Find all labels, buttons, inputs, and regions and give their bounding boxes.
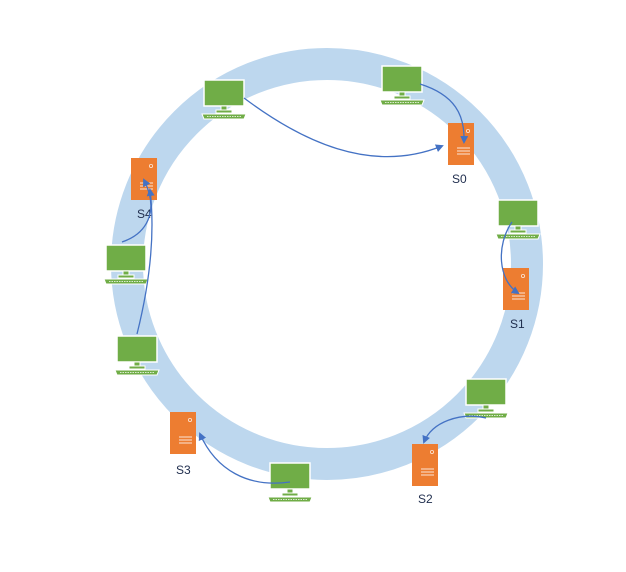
server-icon [130,157,158,201]
server-s1 [502,267,530,311]
server-label-s2: S2 [418,492,433,506]
server-s4 [130,157,158,201]
arrow-client4-to-s2 [422,415,487,444]
arrow-client3-to-s1 [500,221,520,295]
arrow-client5-to-s3 [198,432,291,484]
server-s2 [411,443,439,487]
server-label-s0: S0 [452,172,467,186]
arrow-client7-to-s4 [121,178,152,243]
server-label-s4: S4 [137,207,152,221]
server-s3 [169,411,197,455]
arrow-client1-to-s0 [243,97,444,158]
server-label-s1: S1 [510,317,525,331]
server-icon [411,443,439,487]
server-icon [502,267,530,311]
server-label-s3: S3 [176,463,191,477]
server-icon [447,122,475,166]
server-s0 [447,122,475,166]
server-icon [169,411,197,455]
arrow-client2-to-s0 [419,83,469,144]
